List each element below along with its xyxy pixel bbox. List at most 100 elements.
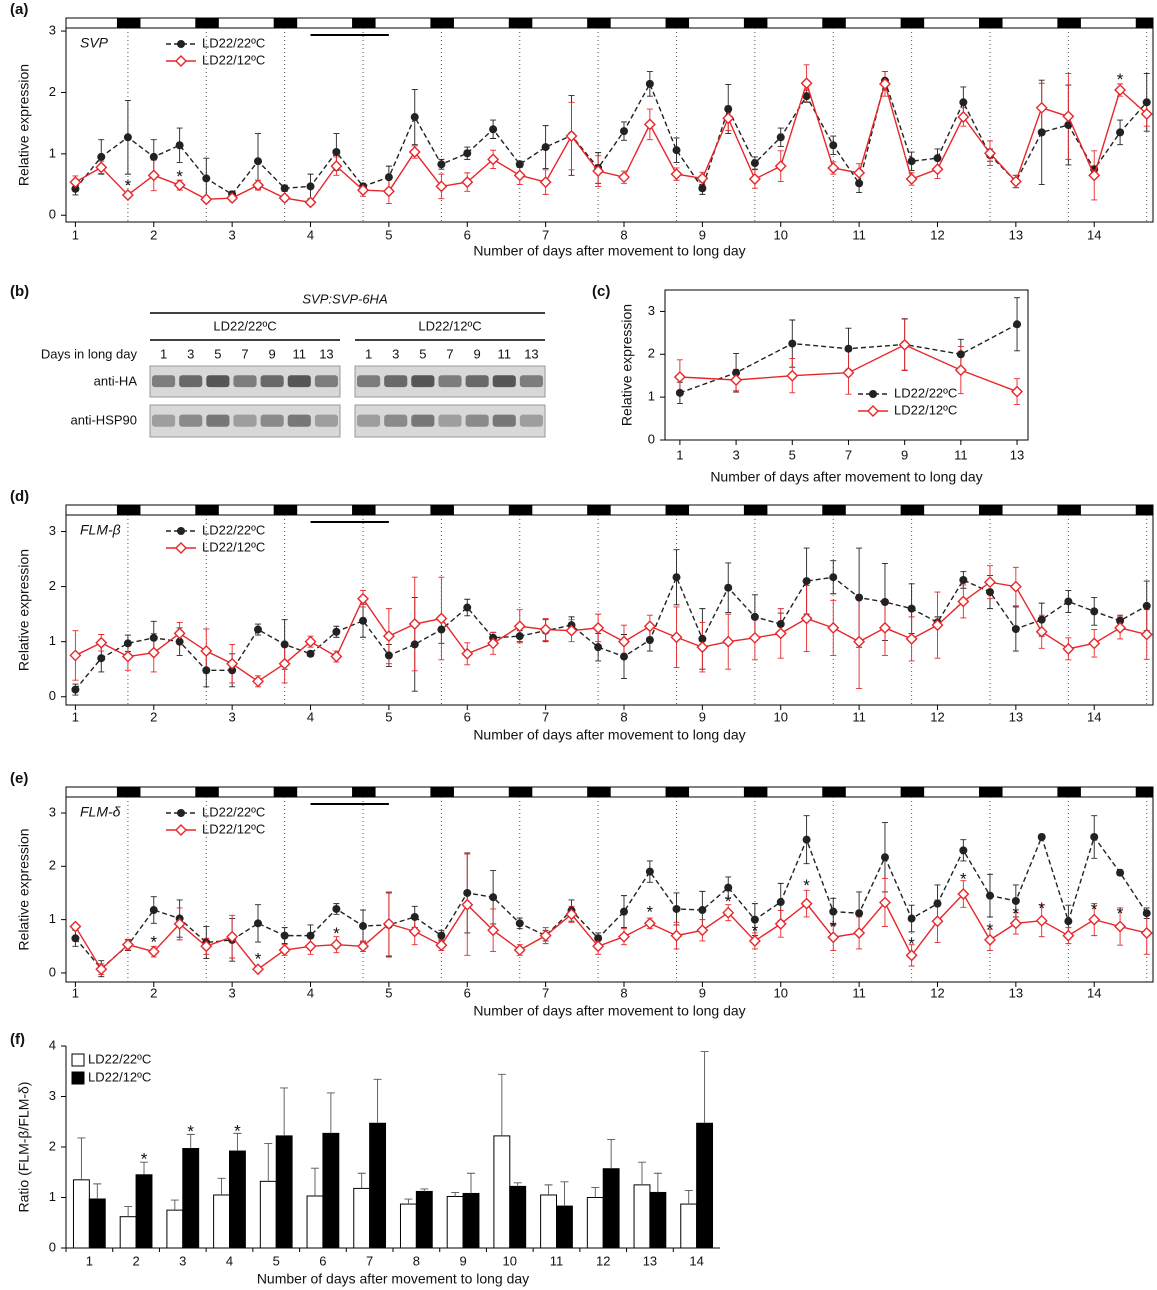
marker	[202, 666, 210, 674]
error-bar	[638, 1162, 646, 1185]
marker	[515, 621, 525, 631]
error-bar	[280, 1088, 288, 1136]
dark-period	[744, 18, 768, 28]
significance-mark: *	[908, 934, 915, 953]
dark-period	[274, 18, 298, 28]
marker	[594, 643, 602, 651]
marker	[1063, 644, 1073, 654]
marker	[724, 105, 732, 113]
dark-period	[117, 787, 141, 797]
blot-band	[466, 415, 489, 427]
error-bar	[264, 1143, 272, 1181]
significance-mark: *	[987, 920, 994, 939]
blot-band	[288, 415, 311, 427]
blot-band	[152, 375, 175, 387]
x-tick-label: 7	[845, 447, 852, 462]
panel-label: (c)	[592, 283, 610, 300]
dark-period	[901, 18, 925, 28]
dark-period	[744, 505, 768, 515]
x-tick-label: 11	[852, 985, 866, 1000]
x-tick-label: 6	[464, 227, 471, 242]
marker	[358, 594, 368, 604]
dark-period	[117, 505, 141, 515]
y-axis-title: Relative expression	[16, 828, 32, 950]
marker	[1011, 582, 1021, 592]
marker	[803, 836, 811, 844]
x-tick-label: 9	[699, 709, 706, 724]
lane-label: 1	[365, 346, 372, 361]
y-tick-label: 2	[648, 346, 655, 361]
blot-band	[384, 415, 407, 427]
x-tick-label: 7	[366, 1253, 373, 1268]
significance-mark: *	[255, 949, 262, 968]
marker	[384, 631, 394, 641]
marker	[97, 153, 105, 161]
marker	[515, 170, 525, 180]
x-tick-label: 5	[385, 709, 392, 724]
significance-mark: *	[725, 892, 732, 911]
marker	[777, 898, 785, 906]
lane-label: 7	[241, 346, 248, 361]
bar	[370, 1123, 386, 1248]
bar	[73, 1180, 89, 1248]
marker	[959, 576, 967, 584]
series-line	[75, 837, 1146, 969]
marker	[802, 614, 812, 624]
dark-period	[666, 18, 690, 28]
marker	[698, 906, 706, 914]
marker	[150, 634, 158, 642]
marker	[436, 614, 446, 624]
marker	[201, 194, 211, 204]
bar	[260, 1181, 276, 1248]
bar	[323, 1133, 339, 1248]
marker	[307, 182, 315, 190]
dark-period	[979, 505, 1003, 515]
marker	[959, 846, 967, 854]
marker	[843, 368, 853, 378]
x-tick-label: 9	[699, 227, 706, 242]
marker	[731, 375, 741, 385]
marker	[281, 640, 289, 648]
significance-mark: *	[234, 1121, 241, 1140]
x-tick-label: 1	[72, 227, 79, 242]
marker	[541, 625, 551, 635]
marker	[227, 659, 237, 669]
significance-mark: *	[125, 176, 132, 195]
series-line	[75, 582, 1146, 681]
marker	[411, 913, 419, 921]
panel-label: (d)	[10, 488, 29, 505]
marker	[332, 148, 340, 156]
marker	[281, 184, 289, 192]
dark-period	[430, 505, 454, 515]
marker	[1013, 320, 1021, 328]
marker	[307, 932, 315, 940]
marker	[646, 868, 654, 876]
blot-band	[438, 415, 461, 427]
legend-marker	[176, 56, 186, 66]
marker	[123, 652, 133, 662]
marker	[1116, 128, 1124, 136]
marker	[854, 168, 864, 178]
error-bar	[311, 1168, 319, 1196]
marker	[620, 653, 628, 661]
x-tick-label: 10	[774, 709, 788, 724]
marker	[150, 906, 158, 914]
marker	[908, 605, 916, 613]
dark-period	[822, 505, 846, 515]
marker	[957, 350, 965, 358]
marker	[463, 889, 471, 897]
gene-label: SVP	[80, 35, 109, 51]
y-tick-label: 0	[49, 964, 56, 979]
dark-period	[352, 18, 376, 28]
x-tick-label: 3	[229, 227, 236, 242]
error-bar	[124, 1207, 132, 1217]
marker	[307, 650, 315, 658]
marker	[673, 146, 681, 154]
legend-label: LD22/12ºC	[88, 1069, 151, 1084]
x-tick-label: 14	[1087, 985, 1101, 1000]
x-tick-label: 12	[930, 709, 944, 724]
bar	[89, 1199, 105, 1248]
marker	[593, 623, 603, 633]
error-bar	[404, 1199, 412, 1204]
dark-period	[666, 505, 690, 515]
